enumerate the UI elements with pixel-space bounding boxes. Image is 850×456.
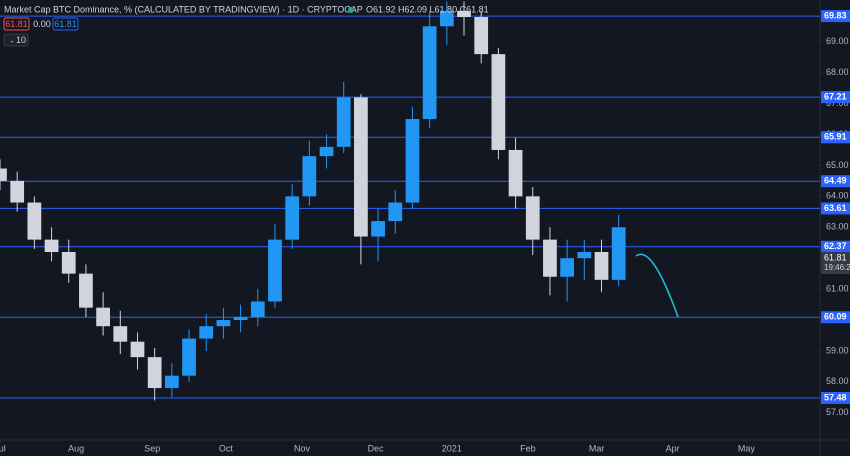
- status-dot: [348, 7, 354, 13]
- candle-body: [354, 97, 368, 237]
- x-tick-label: Oct: [219, 443, 234, 453]
- x-tick-label: Jul: [0, 443, 6, 453]
- candle-body: [233, 316, 248, 321]
- buy-price[interactable]: 61.81: [54, 19, 77, 29]
- y-tick-label: 63.00: [826, 222, 849, 232]
- candle-body: [388, 202, 403, 222]
- candle-body: [113, 326, 128, 342]
- level-label-box: [821, 10, 850, 23]
- y-tick-label: 69.00: [826, 36, 849, 46]
- candle-body: [164, 375, 179, 389]
- y-tick-label: 59.00: [826, 345, 849, 355]
- level-label-box: [821, 240, 850, 253]
- last-price-label: 61.81: [824, 252, 847, 262]
- candle-body: [336, 97, 351, 147]
- candle-body: [182, 338, 196, 376]
- candle-body: [422, 26, 437, 120]
- candle-body: [10, 180, 25, 203]
- level-label-box: [821, 91, 850, 104]
- candle-body: [96, 307, 110, 327]
- level-label: 69.83: [824, 10, 847, 20]
- candle-body: [0, 168, 7, 181]
- candle-body: [457, 10, 471, 18]
- level-label: 57.48: [824, 392, 847, 402]
- x-tick-label: Feb: [520, 443, 536, 453]
- y-tick-label: 68.00: [826, 67, 849, 77]
- candle-body: [405, 119, 420, 203]
- projection-curve: [635, 253, 679, 318]
- y-tick-label: 57.00: [826, 407, 849, 417]
- last-price-box: [821, 252, 850, 275]
- candle-body: [61, 252, 76, 274]
- candle-body: [439, 10, 454, 27]
- level-label: 62.37: [824, 241, 847, 251]
- level-label: 60.09: [824, 312, 847, 322]
- interval[interactable]: 10: [16, 35, 26, 45]
- candle-body: [371, 221, 385, 237]
- candle-body: [474, 17, 489, 55]
- candle-body: [525, 196, 540, 240]
- level-label-box: [821, 391, 850, 404]
- candle-body: [285, 196, 300, 240]
- level-label-box: [821, 202, 850, 215]
- x-tick-label: 2021: [442, 443, 462, 453]
- x-tick-label: May: [738, 443, 756, 453]
- countdown: 19:46:2: [824, 263, 850, 272]
- level-label-box: [821, 311, 850, 324]
- candle-body: [543, 239, 557, 277]
- symbol-title: Market Cap BTC Dominance, % (CALCULATED …: [4, 4, 363, 14]
- x-tick-label: Mar: [589, 443, 605, 453]
- candle-body: [268, 239, 282, 302]
- candle-body: [319, 146, 334, 157]
- candle-body: [302, 156, 317, 197]
- interval-box[interactable]: [3, 33, 29, 47]
- candle-body: [508, 149, 523, 197]
- x-tick-label: Nov: [294, 443, 311, 453]
- candle-body: [491, 54, 506, 150]
- candle-body: [560, 258, 574, 277]
- level-label: 63.61: [824, 203, 847, 213]
- level-label-box: [821, 175, 850, 188]
- x-tick-label: Dec: [368, 443, 385, 453]
- level-label: 67.21: [824, 91, 847, 101]
- level-label: 65.91: [824, 132, 847, 142]
- y-tick-label: 61.00: [826, 283, 849, 293]
- candle-body: [577, 252, 592, 259]
- y-tick-label: 64.00: [826, 191, 849, 201]
- spread: 0.00: [33, 19, 51, 29]
- level-label-box: [821, 131, 850, 144]
- interval-arrow[interactable]: ⌄: [9, 37, 15, 44]
- candle-body: [130, 341, 145, 358]
- level-label: 64.49: [824, 176, 847, 186]
- candle-body: [250, 301, 265, 317]
- y-tick-label: 58.00: [826, 376, 849, 386]
- sell-box[interactable]: [3, 17, 30, 31]
- candle-body: [27, 202, 42, 240]
- x-tick-label: Apr: [666, 443, 680, 453]
- candle-body: [594, 252, 609, 280]
- candle-body: [216, 320, 231, 327]
- candle-body: [147, 357, 162, 389]
- ohlc: O61.92 H62.09 L61.80 C61.81: [366, 4, 489, 14]
- x-tick-label: Sep: [144, 443, 160, 453]
- candle-body: [199, 326, 214, 339]
- buy-box[interactable]: [52, 17, 79, 31]
- sell-price[interactable]: 61.81: [5, 19, 28, 29]
- candle-body: [79, 273, 93, 308]
- candle-body: [44, 239, 59, 253]
- candle-body: [611, 227, 626, 280]
- x-tick-label: Aug: [68, 443, 84, 453]
- y-tick-label: 65.00: [826, 160, 849, 170]
